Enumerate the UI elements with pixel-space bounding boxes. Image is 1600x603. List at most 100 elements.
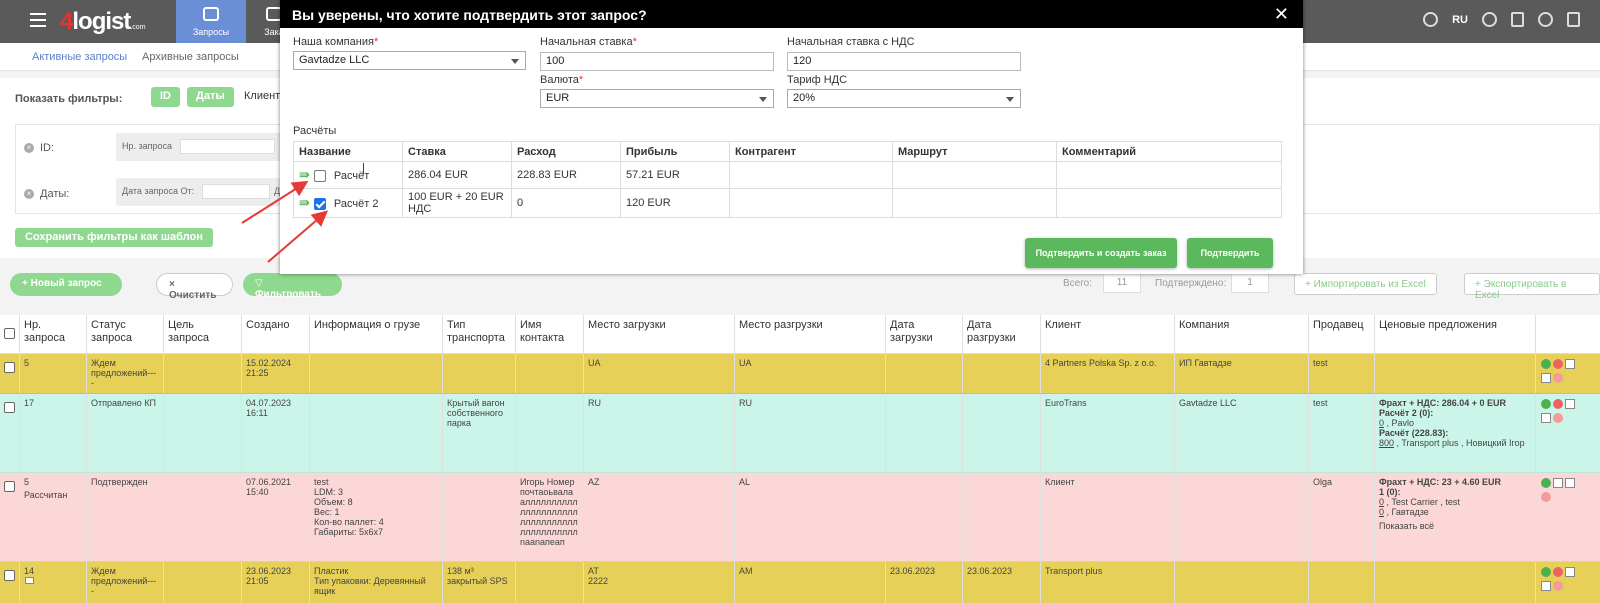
request-number-input[interactable] xyxy=(180,139,275,154)
filter-row-id: × ID: xyxy=(24,142,54,154)
rate-label: Начальная ставка* xyxy=(540,36,637,48)
reject-icon[interactable] xyxy=(1553,567,1563,577)
calc-col-name: Название xyxy=(293,141,403,162)
calc-col-profit: Прибыль xyxy=(620,141,730,162)
remove-icon[interactable] xyxy=(1553,413,1563,423)
language-icon[interactable] xyxy=(1423,12,1439,27)
remove-icon[interactable] xyxy=(1541,492,1551,502)
show-all-link[interactable]: Показать всё xyxy=(1379,521,1434,531)
table-row[interactable]: 14 Ждем предложений---- 23.06.2023 21:05… xyxy=(0,562,1600,603)
remove-icon[interactable] xyxy=(1553,373,1563,383)
row-checkbox[interactable] xyxy=(4,402,15,413)
offer-link[interactable]: 0 xyxy=(1379,497,1385,507)
col-cargo[interactable]: Информация о грузе xyxy=(310,315,443,353)
calc-row[interactable]: ⇛ Расчёт 286.04 EUR 228.83 EUR 57.21 EUR xyxy=(293,161,1282,189)
filter-id-button[interactable]: ID xyxy=(151,87,180,107)
book-icon[interactable] xyxy=(1541,413,1551,423)
col-client[interactable]: Клиент xyxy=(1041,315,1175,353)
offer-link[interactable]: 0 xyxy=(1379,418,1385,428)
remove-icon[interactable] xyxy=(1553,581,1563,591)
rate-vat-label: Начальная ставка с НДС xyxy=(787,36,915,48)
vat-rate-select[interactable]: 20% xyxy=(787,89,1021,108)
col-created[interactable]: Создано xyxy=(242,315,310,353)
user-icon[interactable] xyxy=(1482,12,1497,27)
book-icon[interactable] xyxy=(1565,478,1575,488)
table-row[interactable]: 5 Рассчитан Подтвержден 07.06.2021 15:40… xyxy=(0,473,1600,562)
chevron-down-icon xyxy=(759,97,767,102)
copy-icon[interactable] xyxy=(1565,567,1575,577)
book-icon[interactable] xyxy=(1541,581,1551,591)
col-loading[interactable]: Место загрузки xyxy=(584,315,735,353)
col-nr[interactable]: Нр. запроса xyxy=(20,315,87,353)
copy-icon[interactable] xyxy=(1565,399,1575,409)
add-icon[interactable] xyxy=(1541,478,1551,488)
chat-icon[interactable] xyxy=(25,577,34,584)
company-select[interactable]: Gavtadze LLC xyxy=(293,51,526,70)
col-load-date[interactable]: Дата загрузки xyxy=(886,315,963,353)
clear-button[interactable]: × Очистить xyxy=(156,273,233,301)
calc-row[interactable]: ⇛ Расчёт 2 100 EUR + 20 EUR НДС 0 120 EUR xyxy=(293,188,1282,218)
row-checkbox[interactable] xyxy=(4,362,15,373)
price-offers: Фрахт + НДС: 286.04 + 0 EUR Расчёт 2 (0)… xyxy=(1375,394,1536,472)
tab-archive-requests[interactable]: Архивные запросы xyxy=(142,51,239,63)
offer-link[interactable]: 0 xyxy=(1379,507,1385,517)
col-seller[interactable]: Продавец xyxy=(1309,315,1375,353)
nav-tab-requests[interactable]: Запросы xyxy=(176,0,246,43)
save-filters-template-button[interactable]: Сохранить фильтры как шаблон xyxy=(15,228,213,247)
col-unload-date[interactable]: Дата разгрузки xyxy=(963,315,1041,353)
filter-clients-button[interactable]: Клиенты xyxy=(244,90,289,102)
rate-vat-input[interactable]: 120 xyxy=(787,52,1021,71)
calc-checkbox[interactable] xyxy=(313,198,326,211)
filter-button[interactable]: ▽ Фильтровать xyxy=(243,273,342,300)
date-from-input[interactable] xyxy=(202,184,270,199)
bell-icon[interactable] xyxy=(1538,12,1553,27)
col-contact[interactable]: Имя контакта xyxy=(516,315,584,353)
offer-link[interactable]: 800 xyxy=(1379,438,1395,448)
remove-filter-icon[interactable]: × xyxy=(24,143,34,153)
top-right-toolbar: RU xyxy=(1423,12,1580,27)
price-offers: Фрахт + НДС: 23 + 4.60 EUR 1 (0): 0 , Te… xyxy=(1375,473,1536,561)
confirm-icon[interactable] xyxy=(1541,567,1551,577)
close-icon[interactable]: ✕ xyxy=(1273,4,1289,24)
confirmed-count: 1 xyxy=(1231,273,1269,293)
calc-checkbox[interactable] xyxy=(313,170,326,183)
menu-icon[interactable] xyxy=(30,13,46,27)
filter-dates-button[interactable]: Даты xyxy=(187,87,234,107)
col-status[interactable]: Статус запроса xyxy=(87,315,164,353)
col-offers[interactable]: Ценовые предложения xyxy=(1375,315,1536,353)
currency-select[interactable]: EUR xyxy=(540,89,774,108)
calc-col-rate: Ставка xyxy=(402,141,512,162)
table-row[interactable]: 17 Отправлено КП 04.07.2023 16:11 Крытый… xyxy=(0,394,1600,473)
bookmark-icon[interactable] xyxy=(1511,12,1524,27)
col-unloading[interactable]: Место разгрузки xyxy=(735,315,886,353)
table-row[interactable]: 5 Ждем предложений---- 15.02.2024 21:25 … xyxy=(0,354,1600,394)
confirm-and-create-order-button[interactable]: Подтвердить и создать заказ xyxy=(1025,238,1177,268)
logout-icon[interactable] xyxy=(1567,12,1580,27)
row-checkbox[interactable] xyxy=(4,481,15,492)
tab-active-requests[interactable]: Активные запросы xyxy=(32,51,128,63)
reject-icon[interactable] xyxy=(1553,359,1563,369)
row-checkbox[interactable] xyxy=(4,570,15,581)
filter-id-group: Нр. запроса xyxy=(116,133,306,161)
chevron-down-icon xyxy=(511,59,519,64)
book-icon[interactable] xyxy=(1541,373,1551,383)
confirm-request-modal: Вы уверены, что хотите подтвердить этот … xyxy=(280,0,1303,274)
calc-col-route: Маршрут xyxy=(892,141,1057,162)
select-all-checkbox[interactable] xyxy=(4,328,15,339)
confirm-icon[interactable] xyxy=(1541,399,1551,409)
new-request-button[interactable]: + Новый запрос xyxy=(10,273,122,296)
rate-input[interactable]: 100 xyxy=(540,52,774,71)
export-excel-button[interactable]: + Экспортировать в Excel xyxy=(1464,273,1600,301)
language-label[interactable]: RU xyxy=(1452,13,1468,26)
copy-icon[interactable] xyxy=(1553,478,1563,488)
col-purpose[interactable]: Цель запроса xyxy=(164,315,242,353)
logo[interactable]: 4logist.com xyxy=(60,8,146,35)
reject-icon[interactable] xyxy=(1553,399,1563,409)
remove-filter-icon[interactable]: × xyxy=(24,189,34,199)
col-company[interactable]: Компания xyxy=(1175,315,1309,353)
import-excel-button[interactable]: + Импортировать из Excel xyxy=(1294,273,1437,295)
confirm-button[interactable]: Подтвердить xyxy=(1187,238,1273,268)
col-transport[interactable]: Тип транспорта xyxy=(443,315,516,353)
confirm-icon[interactable] xyxy=(1541,359,1551,369)
copy-icon[interactable] xyxy=(1565,359,1575,369)
